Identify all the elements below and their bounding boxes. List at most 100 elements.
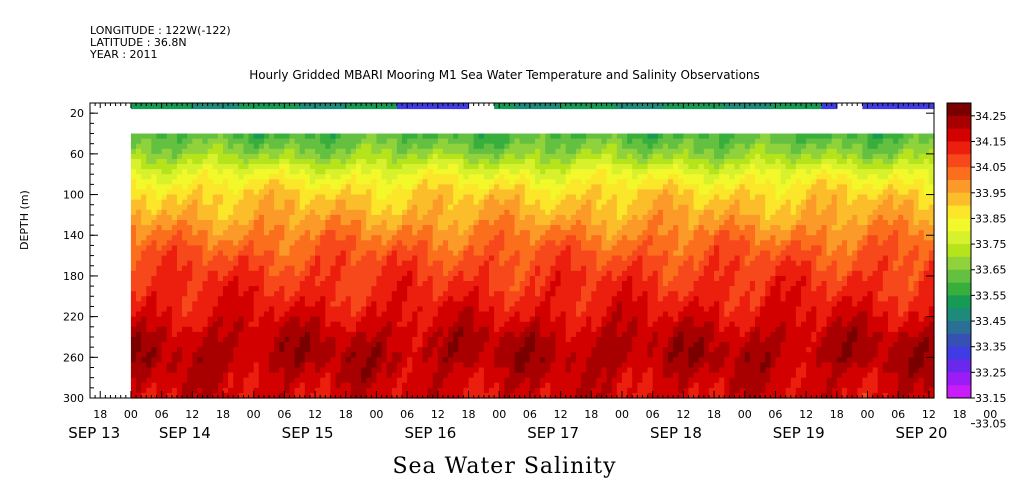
heatmap-cell — [535, 347, 541, 353]
heatmap-cell — [217, 265, 224, 272]
heatmap-cell — [473, 342, 480, 348]
heatmap-cell — [402, 265, 408, 272]
heatmap-cell — [478, 250, 485, 257]
heatmap-cell — [494, 331, 500, 338]
heatmap-cell — [243, 311, 250, 318]
heatmap-cell — [176, 169, 183, 175]
heatmap-cell — [335, 184, 342, 191]
heatmap-cell — [146, 382, 152, 389]
heatmap-cell — [274, 347, 280, 353]
heatmap-cell — [141, 204, 147, 211]
heatmap-cell — [494, 214, 500, 221]
heatmap-cell — [192, 189, 199, 196]
heatmap-cell — [289, 133, 296, 140]
heatmap-cell — [330, 316, 337, 323]
heatmap-cell — [473, 336, 480, 343]
heatmap-cell — [330, 382, 337, 389]
heatmap-cell — [335, 342, 342, 348]
heatmap-cell — [504, 245, 511, 252]
heatmap-cell — [448, 367, 454, 374]
heatmap-cell — [217, 240, 224, 247]
heatmap-cell — [376, 169, 383, 175]
heatmap-cell — [448, 199, 454, 206]
heatmap-cell — [141, 148, 147, 155]
heatmap-cell — [606, 245, 613, 252]
heatmap-cell — [192, 286, 199, 292]
heatmap-cell — [141, 194, 147, 201]
heatmap-cell — [304, 194, 311, 201]
heatmap-cell — [335, 265, 342, 272]
heatmap-cell — [192, 321, 199, 328]
heatmap-cell — [212, 387, 219, 394]
heatmap-cell — [192, 204, 199, 211]
heatmap-cell — [565, 286, 572, 292]
heatmap-cell — [207, 179, 214, 185]
heatmap-cell — [478, 184, 485, 191]
heatmap-cell — [494, 250, 500, 257]
heatmap-cell — [601, 194, 608, 201]
heatmap-cell — [529, 179, 536, 185]
heatmap-cell — [171, 260, 178, 267]
heatmap-cell — [417, 174, 424, 180]
heatmap-cell — [294, 321, 301, 328]
heatmap-cell — [540, 209, 546, 216]
heatmap-cell — [355, 265, 362, 272]
heatmap-cell — [586, 158, 592, 165]
heatmap-cell — [243, 179, 250, 185]
heatmap-cell — [130, 225, 137, 231]
heatmap-cell — [243, 362, 250, 369]
heatmap-cell — [228, 311, 234, 318]
heatmap-cell — [141, 133, 147, 140]
heatmap-cell — [294, 158, 301, 165]
heatmap-cell — [258, 153, 265, 160]
heatmap-cell — [192, 240, 199, 247]
heatmap-cell — [248, 316, 255, 323]
heatmap-cell — [417, 138, 424, 145]
heatmap-cell — [442, 331, 449, 338]
heatmap-cell — [299, 331, 306, 338]
heatmap-cell — [437, 352, 444, 358]
heatmap-cell — [320, 209, 326, 216]
heatmap-cell — [488, 281, 495, 287]
heatmap-cell — [217, 342, 224, 348]
heatmap-cell — [299, 225, 306, 231]
heatmap-cell — [136, 138, 142, 145]
heatmap-cell — [494, 235, 500, 241]
heatmap-cell — [269, 250, 275, 257]
heatmap-cell — [432, 352, 439, 358]
heatmap-cell — [483, 194, 490, 201]
heatmap-cell — [355, 230, 362, 236]
heatmap-cell — [166, 367, 173, 374]
heatmap-cell — [412, 372, 418, 379]
heatmap-cell — [253, 311, 260, 318]
heatmap-cell — [130, 133, 137, 140]
heatmap-cell — [253, 194, 260, 201]
heatmap-cell — [166, 148, 173, 155]
heatmap-cell — [284, 209, 291, 216]
heatmap-cell — [130, 286, 137, 292]
heatmap-cell — [182, 184, 188, 191]
heatmap-cell — [141, 342, 147, 348]
heatmap-cell — [555, 382, 562, 389]
heatmap-cell — [182, 158, 188, 165]
heatmap-cell — [396, 204, 403, 211]
heatmap-cell — [151, 336, 158, 343]
heatmap-cell — [192, 296, 199, 302]
heatmap-cell — [146, 387, 152, 394]
heatmap-cell — [427, 357, 434, 363]
heatmap-cell — [596, 153, 603, 160]
heatmap-cell — [381, 311, 388, 318]
heatmap-cell — [156, 235, 163, 241]
heatmap-cell — [330, 291, 337, 297]
heatmap-cell — [519, 357, 526, 363]
heatmap-cell — [176, 265, 183, 272]
heatmap-cell — [458, 214, 465, 221]
heatmap-cell — [335, 138, 342, 145]
heatmap-cell — [601, 296, 608, 302]
heatmap-cell — [217, 326, 224, 333]
heatmap-cell — [391, 392, 398, 399]
heatmap-cell — [207, 296, 214, 302]
heatmap-cell — [453, 311, 459, 318]
heatmap-cell — [202, 184, 209, 191]
latitude-label: LATITUDE : 36.8N — [90, 36, 187, 49]
